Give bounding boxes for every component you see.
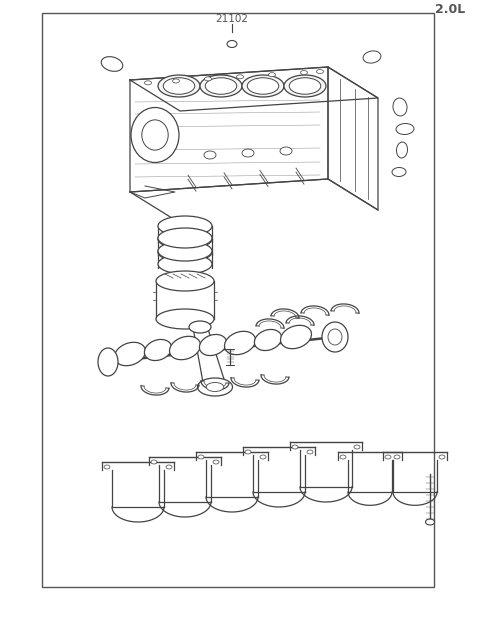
Ellipse shape [284,75,326,97]
Ellipse shape [213,460,219,464]
Ellipse shape [204,151,216,159]
Ellipse shape [280,147,292,155]
Ellipse shape [166,465,172,469]
Ellipse shape [425,519,434,525]
Ellipse shape [289,78,321,95]
Text: 2.0L: 2.0L [435,3,465,16]
Ellipse shape [245,450,251,454]
Ellipse shape [242,75,284,97]
Ellipse shape [104,465,110,469]
Ellipse shape [206,383,224,391]
Ellipse shape [393,98,407,116]
Ellipse shape [142,120,168,150]
Ellipse shape [292,445,298,449]
Ellipse shape [158,241,212,261]
Ellipse shape [328,329,342,345]
Ellipse shape [163,78,195,95]
Ellipse shape [198,455,204,459]
Ellipse shape [247,78,279,95]
Ellipse shape [131,108,179,162]
Ellipse shape [204,77,212,81]
Ellipse shape [115,342,145,366]
Ellipse shape [385,455,391,459]
Ellipse shape [396,124,414,134]
Ellipse shape [200,75,242,97]
Ellipse shape [156,271,214,291]
Ellipse shape [144,81,152,85]
Ellipse shape [158,229,212,249]
Ellipse shape [227,40,237,47]
Ellipse shape [158,228,212,248]
Ellipse shape [197,378,232,396]
Ellipse shape [254,330,282,351]
Ellipse shape [156,309,214,329]
Ellipse shape [439,455,445,459]
Ellipse shape [396,142,408,158]
Ellipse shape [151,460,157,464]
Ellipse shape [158,242,212,262]
Ellipse shape [280,325,312,349]
Ellipse shape [172,79,180,83]
Ellipse shape [300,70,308,75]
Ellipse shape [189,321,211,333]
Bar [42,13,434,587]
Ellipse shape [158,216,212,236]
Text: 21102: 21102 [216,14,249,24]
Polygon shape [193,325,226,389]
Ellipse shape [316,70,324,73]
Ellipse shape [144,340,171,361]
Ellipse shape [237,75,243,79]
Ellipse shape [101,57,123,72]
Ellipse shape [158,75,200,97]
Ellipse shape [354,445,360,449]
Ellipse shape [260,455,266,459]
Ellipse shape [225,332,255,355]
Ellipse shape [158,254,212,274]
Ellipse shape [205,78,237,95]
Ellipse shape [322,322,348,352]
Ellipse shape [307,450,313,454]
Ellipse shape [268,73,276,77]
Ellipse shape [242,149,254,157]
Ellipse shape [98,348,118,376]
Ellipse shape [199,335,227,356]
Ellipse shape [340,455,346,459]
Ellipse shape [394,455,400,459]
Ellipse shape [392,167,406,177]
Ellipse shape [363,51,381,63]
Ellipse shape [169,337,201,360]
